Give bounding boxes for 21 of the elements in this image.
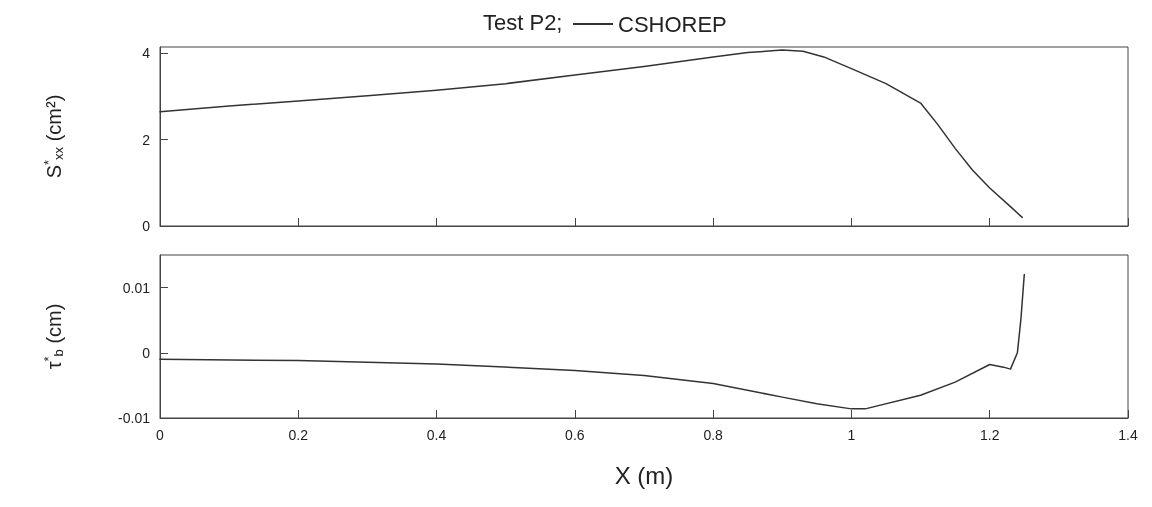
y-tick-label: 0 [142,344,151,361]
x-tick-label: 0.4 [426,427,447,443]
x-tick-label: 0.6 [565,427,585,443]
x-tick-label: 1 [847,427,856,443]
x-tick-label: 1.4 [1118,427,1138,443]
y-tick-label: 0 [142,218,151,234]
y-axis-title: S*xx (cm²) [41,94,66,179]
y-tick-label: -0.01 [118,410,151,426]
y-axis-title: τ*b (cm) [41,303,66,370]
y-tick-label: 2 [142,131,151,148]
chart-title: Test P2; [483,9,563,35]
y-tick-label: 4 [142,45,151,62]
x-axis-title: X (m) [614,461,674,489]
legend-label: CSHOREP [618,11,727,37]
line-series [159,273,1026,410]
x-tick-label: 0.2 [288,427,309,443]
x-tick-label: 0.8 [703,427,724,443]
line-series [159,49,1023,219]
x-tick-label: 0 [156,427,165,443]
x-tick-label: 1.2 [979,427,1000,443]
y-tick-label: 0.01 [122,279,151,296]
